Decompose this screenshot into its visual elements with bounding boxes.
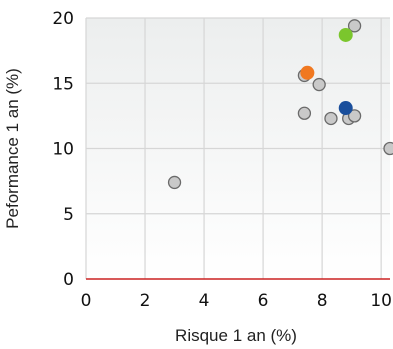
data-point [383,141,393,156]
x-tick-label: 6 [258,291,269,311]
y-axis-ticks: 0 5 10 15 20 [52,9,74,290]
data-point [347,19,362,33]
x-tick-label: 2 [140,291,151,311]
x-tick-label: 4 [199,291,210,311]
x-tick-label: 0 [81,291,92,311]
data-point [300,65,315,80]
data-point [167,175,182,190]
y-tick-label: 0 [63,270,74,290]
x-tick-label: 8 [317,291,328,311]
data-point [297,106,312,120]
x-axis-ticks: 0 2 4 6 8 10 [81,291,392,311]
y-tick-label: 15 [52,74,74,94]
x-tick-label: 10 [370,291,392,311]
x-axis-title: Risque 1 an (%) [175,326,297,345]
y-tick-label: 20 [52,9,74,29]
data-point [312,77,326,92]
data-point [347,109,362,123]
y-axis-title: Peformance 1 an (%) [3,68,22,229]
data-point [338,101,353,116]
data-points [167,19,393,190]
grid-lines [85,17,390,279]
y-tick-label: 5 [63,205,74,225]
data-point [338,27,353,42]
y-tick-label: 10 [52,140,74,160]
data-point [324,111,338,126]
